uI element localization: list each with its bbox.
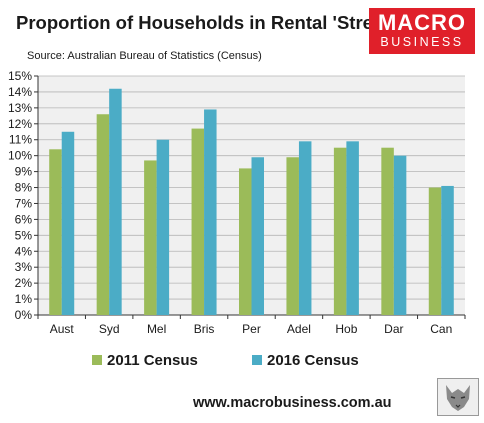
bar-2011-aust <box>49 149 62 315</box>
bar-2016-can <box>441 185 454 315</box>
x-tick-label: Dar <box>384 322 403 336</box>
x-tick-label: Mel <box>147 322 166 336</box>
legend-swatch-2016 <box>252 355 262 365</box>
bar-2016-dar <box>393 155 407 315</box>
y-tick-label: 7% <box>15 196 33 210</box>
macrobusiness-logo: MACRO BUSINESS <box>369 8 475 54</box>
y-tick-label: 5% <box>15 228 33 242</box>
y-tick-label: 15% <box>8 69 32 83</box>
bar-2016-mel <box>156 139 170 315</box>
bar-2016-aust <box>61 131 75 315</box>
bar-2016-bris <box>204 109 217 316</box>
y-tick-label: 11% <box>9 133 32 147</box>
y-tick-label: 0% <box>15 308 33 322</box>
logo-line-2: BUSINESS <box>380 35 464 49</box>
bar-2011-hob <box>333 147 347 315</box>
legend-swatch-2011 <box>92 355 102 365</box>
bar-2011-can <box>428 187 442 315</box>
footer-url: www.macrobusiness.com.au <box>193 395 392 411</box>
y-tick-label: 2% <box>15 276 33 290</box>
chart-title: Proportion of Households in Rental 'Stre… <box>16 12 398 33</box>
bar-2011-adel <box>286 157 299 315</box>
bar-2016-syd <box>109 88 122 315</box>
legend-label-2011: 2011 Census <box>107 352 198 369</box>
bar-2016-per <box>251 157 264 315</box>
y-tick-label: 10% <box>8 149 32 163</box>
y-tick-label: 12% <box>8 117 32 131</box>
legend-item-2016: 2016 Census <box>252 352 359 369</box>
legend-label-2016: 2016 Census <box>267 352 359 369</box>
legend-item-2011: 2011 Census <box>92 352 198 369</box>
x-tick-label: Hob <box>335 322 357 336</box>
bar-2011-per <box>239 168 252 315</box>
bar-2011-syd <box>96 114 110 316</box>
bar-2016-hob <box>346 141 359 315</box>
x-tick-label: Aust <box>50 322 75 336</box>
y-tick-label: 13% <box>8 101 32 115</box>
bar-2016-adel <box>298 141 312 315</box>
y-tick-label: 3% <box>15 260 33 274</box>
y-tick-label: 14% <box>8 85 32 99</box>
bar-2011-mel <box>144 160 157 315</box>
logo-line-1: MACRO <box>377 10 467 35</box>
x-tick-label: Bris <box>194 322 215 336</box>
y-tick-label: 1% <box>15 292 33 306</box>
x-tick-label: Adel <box>287 322 311 336</box>
y-tick-label: 4% <box>15 244 33 258</box>
x-tick-label: Can <box>430 322 452 336</box>
x-tick-label: Syd <box>99 322 120 336</box>
y-tick-label: 6% <box>15 212 33 226</box>
bar-2011-bris <box>191 128 205 315</box>
wolf-logo-icon <box>437 378 479 416</box>
x-tick-label: Per <box>242 322 261 336</box>
bar-2011-dar <box>381 147 394 315</box>
chart-source: Source: Australian Bureau of Statistics … <box>27 50 262 62</box>
y-tick-label: 8% <box>15 181 33 195</box>
y-tick-label: 9% <box>15 165 33 179</box>
